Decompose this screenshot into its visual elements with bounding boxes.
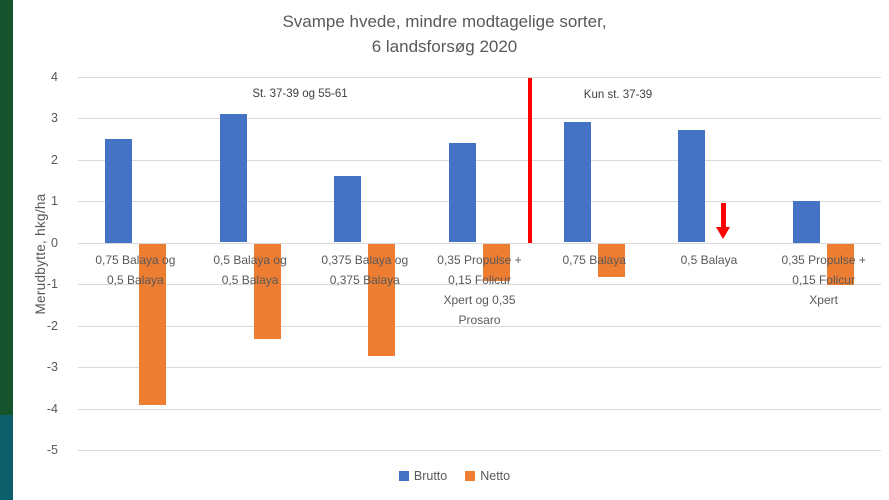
gridline	[78, 367, 881, 368]
bar-brutto-4	[449, 142, 476, 243]
bar-brutto-2	[219, 113, 247, 243]
y-tick-label: 4	[51, 69, 58, 84]
legend: Brutto Netto	[20, 468, 889, 484]
chart-title: Svampe hvede, mindre modtagelige sorter,…	[282, 12, 607, 56]
bar-netto-5	[597, 243, 625, 277]
gridline	[78, 159, 881, 161]
gridline	[78, 118, 881, 119]
y-tick-label: -1	[46, 277, 58, 291]
bar-netto-2	[253, 243, 281, 339]
group-annotation: St. 37-39 og 55-61	[252, 88, 348, 100]
category-label: 0,5 Balaya og 0,5 Balaya	[213, 253, 287, 287]
category-label: 0,35 Propulse + 0,15 Folicur Xpert	[781, 253, 866, 307]
gridline	[78, 450, 881, 451]
bar-brutto-3	[334, 176, 362, 243]
y-tick-label: -2	[46, 318, 58, 333]
bar-netto-7	[827, 243, 855, 285]
legend-item-netto: Netto	[465, 469, 510, 483]
bar-netto-1	[138, 243, 166, 406]
y-tick-label: -4	[46, 401, 58, 416]
bar-brutto-1	[104, 138, 132, 243]
legend-item-brutto: Brutto	[398, 469, 448, 483]
gridline	[78, 242, 881, 244]
y-tick-label: 1	[51, 194, 58, 208]
y-tick-label: -5	[46, 443, 58, 457]
brutto-series-swatch-icon	[398, 471, 409, 481]
gridline	[78, 408, 881, 410]
bar-netto-3	[368, 243, 396, 356]
left-accent-bar-teal	[0, 415, 13, 500]
y-tick-label: 0	[51, 235, 58, 250]
bar-brutto-7	[793, 201, 821, 243]
left-accent-bar-green	[0, 0, 13, 415]
red-down-arrow-icon	[720, 203, 726, 228]
bar-brutto-6	[678, 130, 706, 243]
bar-netto-4	[483, 243, 510, 281]
gridline	[78, 76, 881, 78]
netto-series-swatch-icon	[465, 471, 476, 481]
category-label: 0,75 Balaya og 0,5 Balaya	[95, 253, 176, 287]
y-tick-label: -3	[46, 360, 58, 374]
legend-label-netto: Netto	[480, 469, 511, 483]
group-annotation: Kun st. 37-39	[583, 89, 653, 101]
category-label: 0,35 Propulse + 0,15 Folicur Xpert og 0,…	[437, 253, 522, 327]
bar-brutto-5	[563, 122, 591, 243]
category-label: 0,375 Balaya og 0,375 Balaya	[321, 253, 409, 287]
category-label: 0,75 Balaya	[562, 253, 626, 267]
y-tick-label: 2	[51, 152, 58, 167]
category-label: 0,5 Balaya	[680, 253, 738, 267]
legend-label-brutto: Brutto	[413, 469, 448, 483]
gridline	[78, 325, 881, 327]
gridline	[78, 284, 881, 285]
gridline	[78, 201, 881, 202]
red-down-arrow-icon	[716, 227, 730, 239]
y-tick-label: 3	[51, 111, 58, 125]
group-separator-line	[528, 78, 532, 243]
